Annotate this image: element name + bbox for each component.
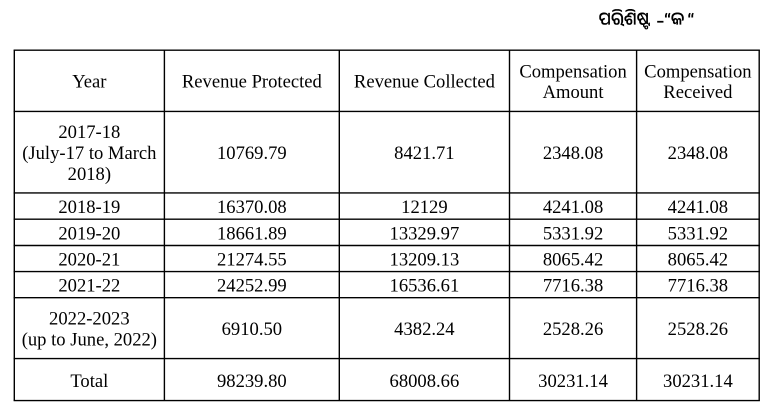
svg-text:24252.99: 24252.99: [217, 276, 287, 297]
svg-text:Compensation: Compensation: [519, 61, 627, 82]
svg-text:2018): 2018): [68, 164, 111, 185]
svg-text:Total: Total: [70, 371, 108, 392]
svg-text:13329.97: 13329.97: [390, 223, 460, 244]
svg-text:Revenue Collected: Revenue Collected: [354, 71, 496, 92]
svg-text:8421.71: 8421.71: [394, 143, 454, 164]
svg-text:Received: Received: [663, 82, 733, 103]
svg-text:5331.92: 5331.92: [668, 223, 728, 244]
svg-text:13209.13: 13209.13: [390, 250, 460, 271]
svg-text:(July-17 to March: (July-17 to March: [22, 143, 157, 164]
svg-text:4241.08: 4241.08: [543, 197, 603, 218]
svg-text:4241.08: 4241.08: [668, 197, 728, 218]
svg-text:2017-18: 2017-18: [58, 122, 120, 143]
svg-text:30231.14: 30231.14: [538, 371, 608, 392]
svg-text:2528.26: 2528.26: [543, 319, 603, 340]
svg-text:2019-20: 2019-20: [58, 223, 120, 244]
svg-text:7716.38: 7716.38: [668, 276, 728, 297]
svg-text:2018-19: 2018-19: [58, 197, 120, 218]
svg-text:2020-21: 2020-21: [58, 250, 120, 271]
svg-text:Compensation: Compensation: [644, 61, 752, 82]
svg-text:(up to June, 2022): (up to June, 2022): [22, 330, 157, 351]
svg-text:21274.55: 21274.55: [217, 250, 287, 271]
svg-text:2022-2023: 2022-2023: [49, 308, 130, 329]
svg-text:7716.38: 7716.38: [543, 276, 603, 297]
svg-text:4382.24: 4382.24: [394, 319, 454, 340]
svg-text:Revenue Protected: Revenue Protected: [182, 71, 323, 92]
svg-text:2348.08: 2348.08: [543, 143, 603, 164]
svg-text:10769.79: 10769.79: [217, 143, 287, 164]
svg-text:30231.14: 30231.14: [663, 371, 733, 392]
svg-text:2021-22: 2021-22: [58, 276, 120, 297]
svg-text:2528.26: 2528.26: [668, 319, 728, 340]
svg-text:16370.08: 16370.08: [217, 197, 287, 218]
svg-text:6910.50: 6910.50: [222, 319, 282, 340]
svg-text:2348.08: 2348.08: [668, 143, 728, 164]
svg-text:Amount: Amount: [543, 82, 605, 103]
svg-text:68008.66: 68008.66: [390, 371, 460, 392]
svg-text:Year: Year: [72, 71, 107, 92]
svg-text:8065.42: 8065.42: [543, 250, 603, 271]
svg-text:18661.89: 18661.89: [217, 223, 287, 244]
svg-text:8065.42: 8065.42: [668, 250, 728, 271]
svg-text:16536.61: 16536.61: [390, 276, 460, 297]
svg-text:98239.80: 98239.80: [217, 371, 287, 392]
svg-text:12129: 12129: [401, 197, 447, 218]
svg-text:5331.92: 5331.92: [543, 223, 603, 244]
